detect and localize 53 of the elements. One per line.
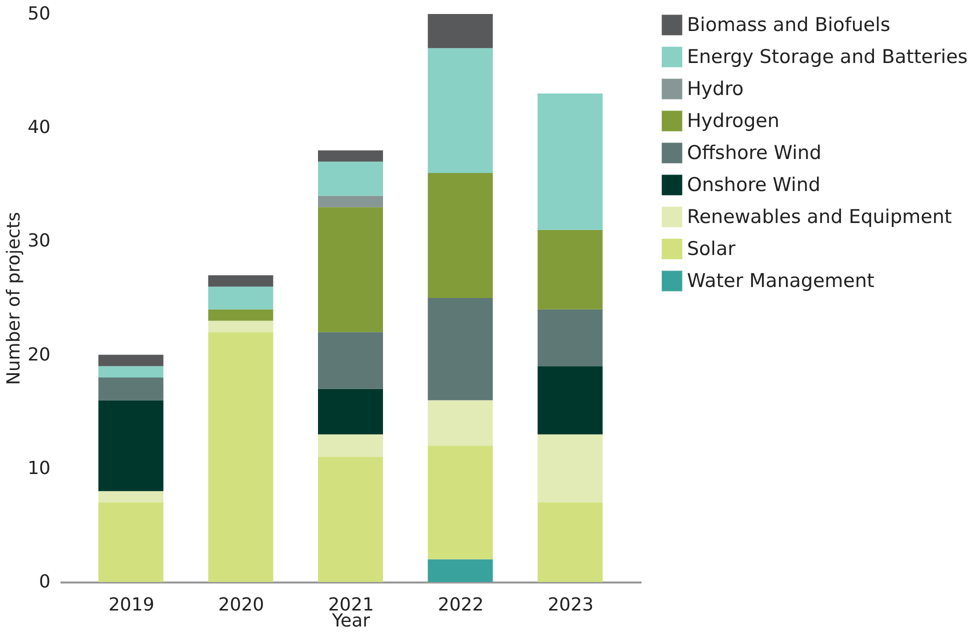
bar — [318, 207, 383, 332]
legend-label: Energy Storage and Batteries — [687, 46, 968, 68]
bar — [538, 366, 603, 434]
bar — [428, 14, 493, 48]
bar — [428, 446, 493, 560]
bar — [98, 378, 164, 400]
bar — [208, 332, 274, 582]
bar — [428, 559, 493, 582]
bar — [318, 150, 383, 162]
y-tick-label: 30 — [28, 230, 50, 252]
y-tick-label: 0 — [39, 572, 50, 592]
bar — [98, 400, 164, 492]
bar — [538, 94, 603, 230]
bar — [318, 457, 383, 582]
y-tick-label: 10 — [28, 458, 50, 479]
legend-label: Renewables and Equipment — [687, 206, 952, 228]
bar — [98, 354, 164, 366]
bar — [318, 388, 383, 434]
bar — [428, 298, 493, 400]
y-tick-label: 50 — [28, 4, 50, 24]
bar — [98, 366, 164, 378]
bar — [318, 332, 383, 389]
x-tick-label: 2022 — [438, 594, 484, 616]
bar — [538, 230, 603, 310]
y-axis-title: Number of projects — [4, 212, 25, 385]
legend-label: Solar — [687, 238, 736, 260]
bar — [98, 491, 164, 502]
bar — [318, 434, 383, 458]
legend-label: Offshore Wind — [687, 142, 822, 164]
x-tick-label: 2020 — [218, 594, 264, 616]
legend-label: Hydro — [687, 78, 744, 100]
y-tick-label: 20 — [28, 344, 50, 366]
bar — [538, 502, 603, 582]
bar — [538, 434, 603, 502]
bar — [428, 173, 493, 298]
x-tick-label: 2019 — [108, 594, 154, 616]
y-tick-label: 40 — [28, 117, 50, 138]
legend-label: Water Management — [687, 270, 874, 292]
bar — [208, 320, 274, 332]
bar — [428, 400, 493, 446]
bar — [208, 309, 274, 321]
bar — [208, 286, 274, 310]
bar — [318, 196, 383, 208]
legend-label: Onshore Wind — [687, 174, 820, 196]
legend-label: Biomass and Biofuels — [687, 14, 890, 36]
bar — [538, 309, 603, 366]
bar — [208, 275, 274, 287]
legend-label: Hydrogen — [687, 110, 780, 132]
bar — [98, 502, 164, 582]
x-axis-title: Year — [330, 610, 371, 632]
bar — [318, 162, 383, 196]
x-tick-label: 2023 — [548, 594, 594, 616]
bar — [428, 48, 493, 174]
